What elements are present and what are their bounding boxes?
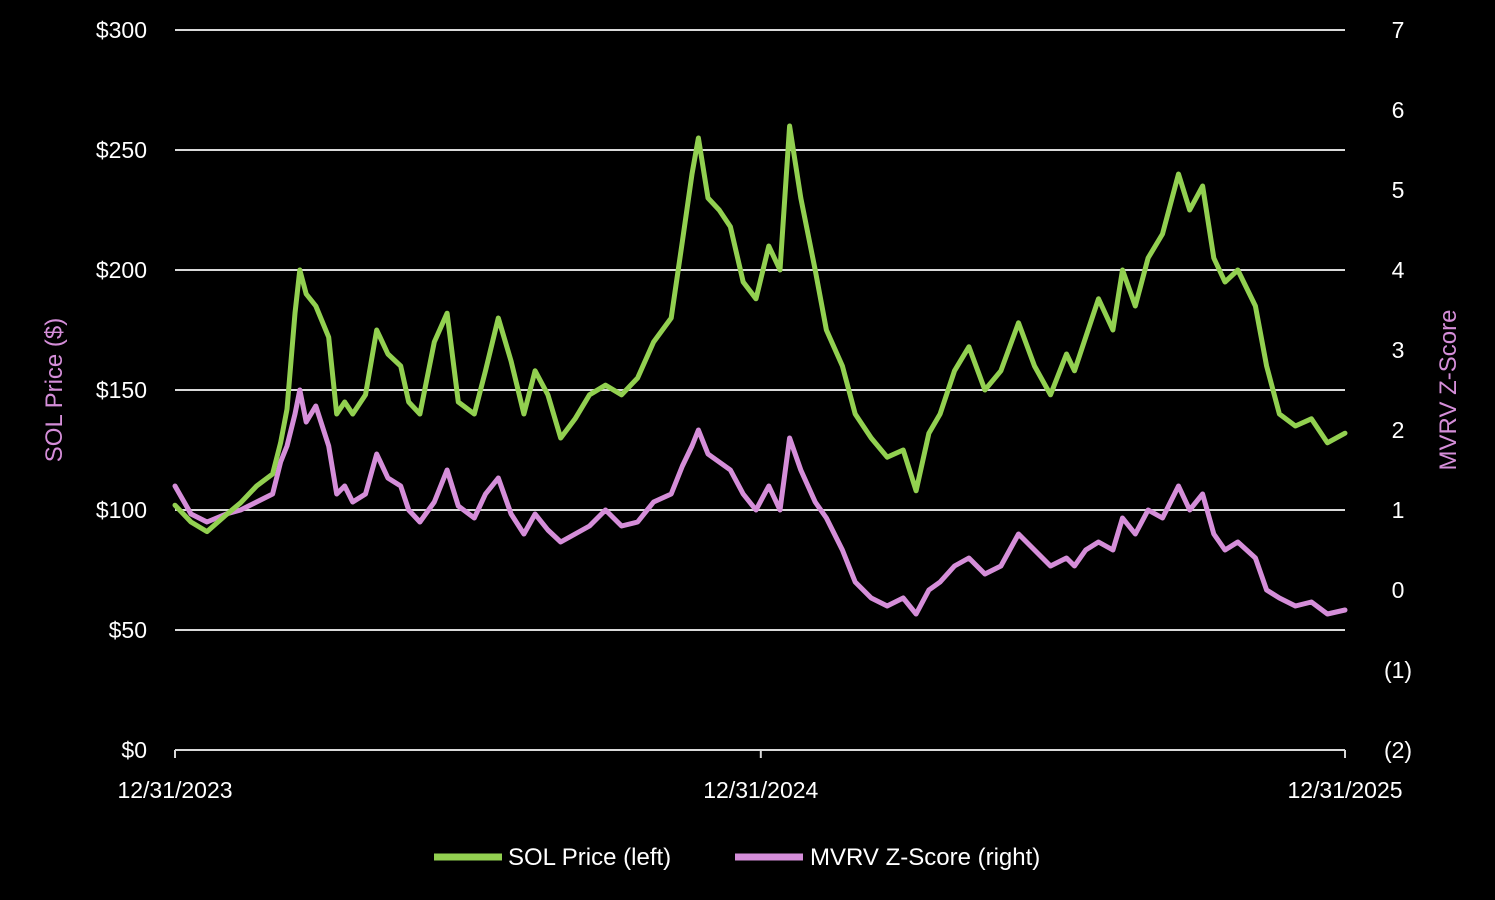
right-tick-label: 1 xyxy=(1392,497,1405,523)
left-tick-label: $50 xyxy=(109,617,147,643)
right-tick-label: (2) xyxy=(1384,737,1412,763)
left-tick-label: $0 xyxy=(121,737,147,763)
series-line-sol-price xyxy=(172,123,1348,535)
left-tick-label: $150 xyxy=(96,377,147,403)
x-tick-label: 12/31/2023 xyxy=(117,777,232,803)
right-tick-label: 7 xyxy=(1392,17,1405,43)
y-axis-title-right: MVRV Z-Score xyxy=(1435,310,1462,471)
series-layer xyxy=(172,123,1348,617)
right-tick-label: (1) xyxy=(1384,657,1412,683)
right-tick-label: 4 xyxy=(1392,257,1405,283)
gridlines xyxy=(175,29,1345,631)
right-tick-label: 6 xyxy=(1392,97,1405,123)
left-tick-label: $300 xyxy=(96,17,147,43)
right-tick-label: 5 xyxy=(1392,177,1405,203)
x-tick-label: 12/31/2024 xyxy=(703,777,818,803)
right-tick-label: 3 xyxy=(1392,337,1405,363)
legend-label-sol-price: SOL Price (left) xyxy=(508,844,671,871)
left-tick-label: $100 xyxy=(96,497,147,523)
left-tick-label: $250 xyxy=(96,137,147,163)
legend: SOL Price (left) MVRV Z-Score (right) xyxy=(434,844,1040,871)
y-axis-title-left: SOL Price ($) xyxy=(41,318,68,462)
series-line-mvrv-zscore xyxy=(172,387,1348,617)
left-axis-ticks: $0 $50 $100 $150 $200 $250 $300 xyxy=(96,17,147,763)
right-tick-label: 0 xyxy=(1392,577,1405,603)
x-axis-ticks: 12/31/2023 12/31/2024 12/31/2025 xyxy=(117,750,1403,803)
right-axis-ticks: (2) (1) 0 1 2 3 4 5 6 7 xyxy=(1384,17,1412,763)
legend-label-mvrv-zscore: MVRV Z-Score (right) xyxy=(810,844,1040,871)
x-tick-label: 12/31/2025 xyxy=(1287,777,1402,803)
left-tick-label: $200 xyxy=(96,257,147,283)
right-tick-label: 2 xyxy=(1392,417,1405,443)
